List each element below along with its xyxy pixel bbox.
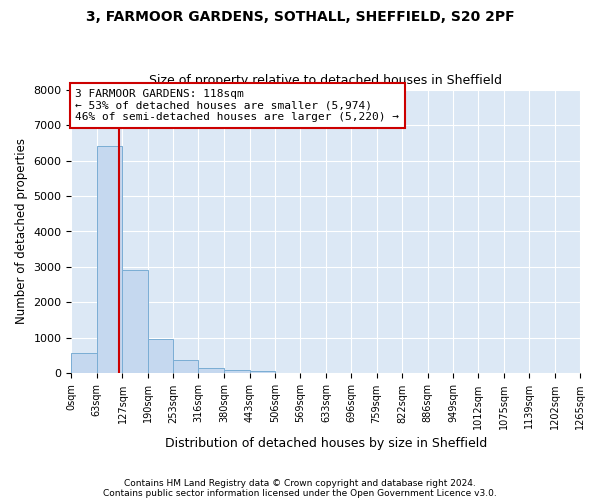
Bar	[122, 270, 148, 374]
X-axis label: Distribution of detached houses by size in Sheffield: Distribution of detached houses by size …	[164, 437, 487, 450]
Text: 3, FARMOOR GARDENS, SOTHALL, SHEFFIELD, S20 2PF: 3, FARMOOR GARDENS, SOTHALL, SHEFFIELD, …	[86, 10, 514, 24]
Bar	[250, 371, 275, 374]
Title: Size of property relative to detached houses in Sheffield: Size of property relative to detached ho…	[149, 74, 502, 87]
Bar	[148, 339, 173, 374]
Bar	[224, 370, 250, 374]
Text: Contains public sector information licensed under the Open Government Licence v3: Contains public sector information licen…	[103, 488, 497, 498]
Bar	[71, 353, 97, 374]
Bar	[97, 146, 122, 374]
Text: 3 FARMOOR GARDENS: 118sqm
← 53% of detached houses are smaller (5,974)
46% of se: 3 FARMOOR GARDENS: 118sqm ← 53% of detac…	[76, 89, 400, 122]
Bar	[275, 373, 300, 374]
Bar	[173, 360, 199, 374]
Text: Contains HM Land Registry data © Crown copyright and database right 2024.: Contains HM Land Registry data © Crown c…	[124, 478, 476, 488]
Bar	[199, 368, 224, 374]
Y-axis label: Number of detached properties: Number of detached properties	[15, 138, 28, 324]
